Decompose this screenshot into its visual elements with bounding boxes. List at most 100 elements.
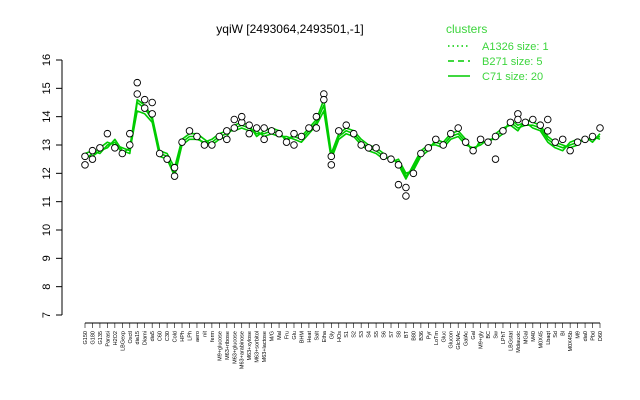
- data-point: [335, 127, 343, 135]
- x-tick-label: aero: [195, 331, 201, 342]
- x-tick-label: Gluc: [441, 331, 447, 343]
- x-tick-label: M9+gly: [479, 331, 485, 349]
- data-point: [200, 141, 209, 149]
- x-tick-label: Diami: [143, 331, 149, 345]
- x-tick-label: G180: [90, 331, 96, 344]
- x-tick-label: M63+glucose: [232, 331, 238, 364]
- data-point: [529, 115, 537, 124]
- data-point: [230, 124, 239, 132]
- data-point: [230, 115, 239, 124]
- data-point: [81, 152, 89, 161]
- x-tick-label: Glucon: [449, 331, 455, 348]
- x-tick-label: C60: [158, 331, 164, 341]
- x-tick-label: D60: [598, 331, 604, 341]
- x-tick-label: BHM: [299, 331, 305, 344]
- x-tick-label: nit: [202, 331, 208, 337]
- x-tick-label: LoTm: [434, 331, 440, 345]
- data-point: [96, 144, 104, 152]
- x-tick-label: Fru: [285, 331, 291, 339]
- x-tick-label: G135: [98, 331, 104, 344]
- x-tick-label: Pyr: [426, 331, 432, 339]
- data-point: [185, 127, 194, 135]
- data-point: [379, 152, 388, 161]
- data-point: [521, 118, 530, 127]
- data-point: [402, 192, 410, 200]
- x-tick-label: S8: [396, 331, 402, 338]
- data-point: [223, 135, 231, 144]
- data-point: [81, 161, 89, 169]
- x-tick-label: S6: [382, 331, 388, 338]
- data-point: [506, 118, 515, 127]
- x-tick-label: dia5: [150, 331, 156, 341]
- data-point: [469, 146, 477, 155]
- data-point: [349, 129, 358, 138]
- data-point: [215, 132, 224, 141]
- data-point: [133, 90, 141, 98]
- data-point: [312, 112, 321, 121]
- x-tick-label: M9+glucose: [217, 331, 223, 361]
- data-point: [88, 155, 97, 163]
- x-tick-label: Parasi: [105, 331, 111, 347]
- x-tick-label: GlcNAc: [456, 331, 462, 350]
- x-tick-label: dia15: [135, 331, 141, 344]
- x-tick-label: LBGstat: [508, 331, 514, 351]
- x-tick-label: Etha: [322, 330, 328, 342]
- x-tick-label: Heat: [307, 331, 313, 343]
- data-point: [237, 112, 246, 121]
- y-tick-label: 10: [41, 224, 53, 236]
- data-point: [193, 132, 201, 141]
- data-point: [588, 132, 597, 141]
- legend-entry-label: B271 size: 5: [482, 56, 543, 68]
- x-tick-label: S4: [367, 331, 373, 338]
- data-point: [476, 135, 485, 144]
- data-point: [103, 129, 112, 138]
- x-tick-label: HOs: [337, 331, 343, 342]
- data-point: [290, 129, 298, 138]
- x-tick-label: Salt: [314, 331, 320, 341]
- data-points: [81, 78, 604, 200]
- y-axis: 7 8 9 10 11 12 13 14 15 16: [41, 54, 63, 318]
- x-tick-label: S7: [389, 331, 395, 338]
- x-tick-label: S3: [359, 331, 365, 338]
- data-point: [484, 138, 492, 146]
- x-tick-label: Mdiauxic: [516, 331, 522, 353]
- x-tick-label: Sd: [553, 331, 559, 338]
- y-tick-label: 11: [41, 196, 53, 207]
- data-point: [402, 183, 410, 192]
- data-point: [387, 155, 395, 163]
- x-tick-label: B36: [419, 331, 425, 341]
- data-point: [409, 169, 418, 178]
- x-tick-label: S2: [352, 331, 358, 338]
- x-tick-label: B80: [411, 331, 417, 341]
- data-point: [155, 149, 164, 158]
- data-point: [320, 95, 328, 104]
- data-point: [499, 127, 507, 135]
- data-point: [260, 135, 268, 144]
- data-point: [163, 155, 171, 163]
- data-point: [551, 138, 559, 146]
- data-point: [558, 135, 567, 144]
- data-point: [267, 127, 276, 135]
- x-tick-label: M0X45: [538, 331, 544, 348]
- data-point: [148, 98, 156, 107]
- data-point: [118, 149, 127, 158]
- x-tick-label: GalAc: [464, 331, 470, 346]
- x-tick-label: S1: [344, 331, 350, 338]
- data-point: [260, 124, 268, 132]
- data-point: [223, 127, 231, 135]
- x-tick-label: LPh: [187, 331, 193, 341]
- data-point: [245, 121, 253, 129]
- x-tick-label: Lbaqt: [546, 331, 552, 345]
- data-point: [88, 146, 97, 155]
- data-point: [536, 121, 545, 129]
- x-tick-label: M63+xylose: [247, 331, 253, 361]
- data-point: [372, 144, 380, 152]
- x-tick-label: Gal: [471, 331, 477, 340]
- data-point: [357, 141, 365, 149]
- x-tick-label: Glu: [292, 331, 298, 340]
- data-point: [275, 129, 283, 138]
- data-point: [432, 135, 440, 144]
- legend: clusters A1326 size: 1 B271 size: 5 C71 si…: [446, 22, 549, 83]
- data-point: [461, 138, 470, 146]
